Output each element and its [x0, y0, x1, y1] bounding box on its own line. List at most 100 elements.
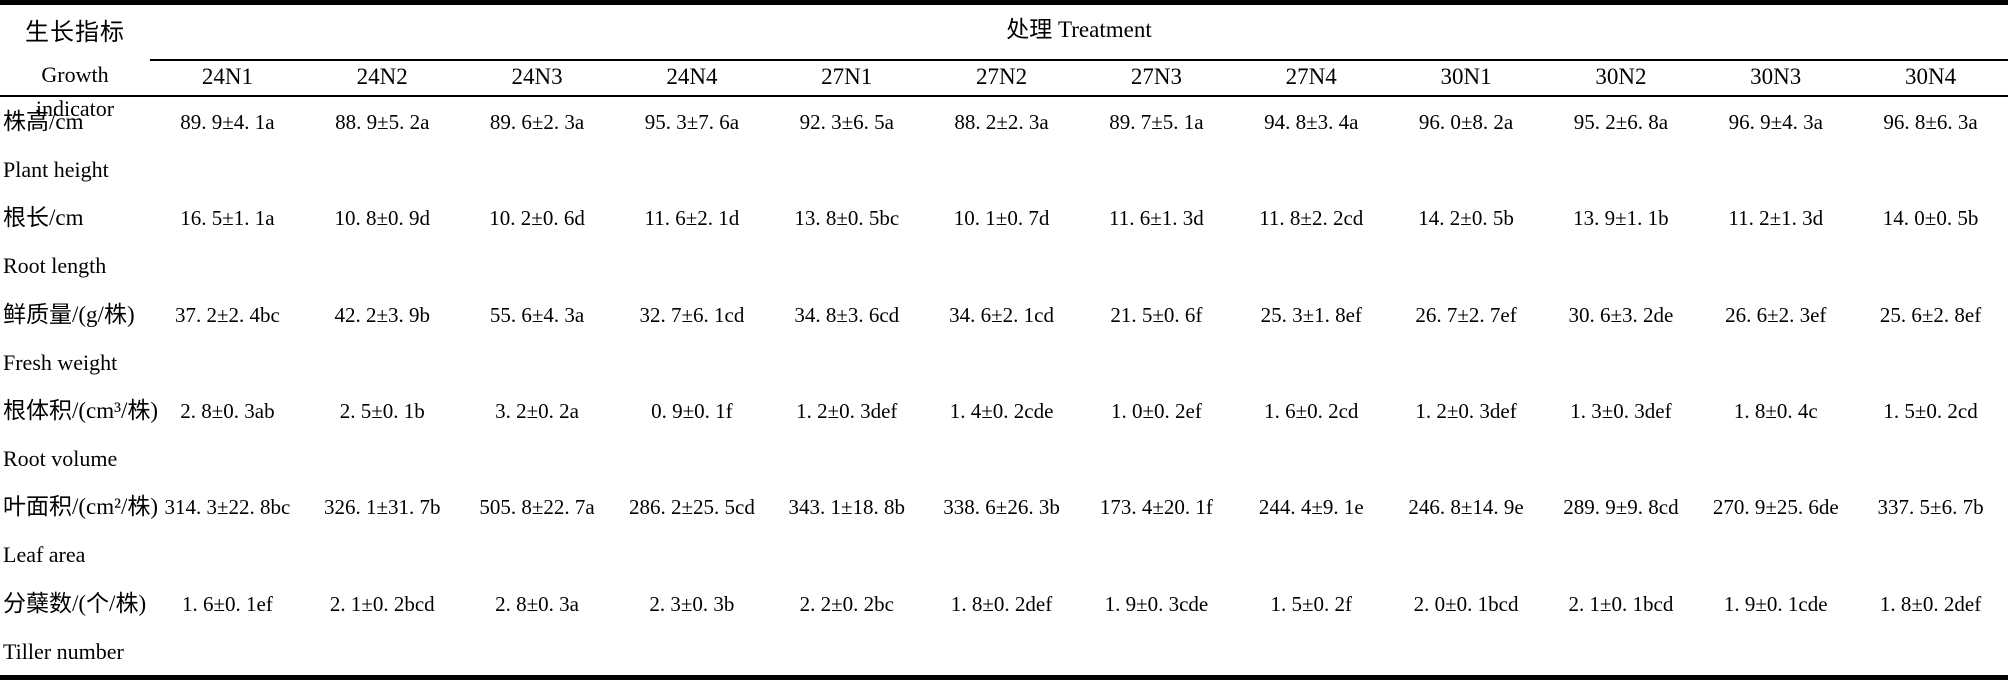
table-cell: 11. 8±2. 2cd [1259, 206, 1364, 231]
row-label-en: Plant height [3, 157, 109, 182]
table-cell: 26. 7±2. 7ef [1415, 302, 1517, 327]
table-cell: 2. 2±0. 2bc [799, 591, 894, 616]
row-label-en: Leaf area [3, 542, 86, 568]
table-header: 生长指标 处理 Treatment Growth indicator 24N1 … [0, 5, 2008, 121]
table-cell: 1. 9±0. 3cde [1104, 591, 1209, 616]
row-label: 根长/cm Root length [0, 193, 150, 289]
column-header: 24N4 [666, 64, 718, 89]
row-label: 株高/cm Plant height [0, 97, 150, 193]
row-label-zh: 株高/cm [3, 109, 84, 134]
table-cell: 10. 1±0. 7d [953, 206, 1050, 231]
table-cell: 25. 3±1. 8ef [1260, 302, 1362, 327]
table-cell: 3. 2±0. 2a [495, 398, 579, 423]
column-header: 30N2 [1595, 64, 1647, 89]
table-cell: 13. 8±0. 5bc [794, 206, 900, 231]
table-cell: 10. 8±0. 9d [334, 206, 430, 231]
indicator-header-en: Growth indicator [35, 62, 115, 121]
row-label: 分蘖数/(个/株) Tiller number [0, 579, 150, 675]
treatment-header: 处理 Treatment [150, 5, 2008, 61]
table-cell: 16. 5±1. 1a [180, 206, 275, 231]
table-cell: 26. 6±2. 3ef [1725, 302, 1827, 327]
table-cell: 314. 3±22. 8bc [164, 495, 291, 520]
table-cell: 1. 2±0. 3def [796, 398, 898, 423]
table-cell: 34. 6±2. 1cd [949, 302, 1054, 327]
header-row-columns: Growth indicator 24N1 24N2 24N3 24N4 27N… [0, 58, 2008, 121]
table-cell: 11. 6±1. 3d [1109, 206, 1204, 231]
table-cell: 14. 2±0. 5b [1418, 206, 1514, 231]
table-cell: 14. 0±0. 5b [1882, 206, 1979, 231]
table-cell: 13. 9±1. 1b [1573, 206, 1669, 231]
table-cell: 2. 0±0. 1bcd [1413, 591, 1519, 616]
table-cell: 1. 6±0. 1ef [181, 591, 273, 616]
header-row-treatment: 生长指标 处理 Treatment [0, 5, 2008, 61]
row-label-en: Fresh weight [3, 349, 118, 375]
table-cell: 96. 9±4. 3a [1728, 110, 1823, 134]
table-row: 根体积/(cm³/株) Root volume 2. 8±0. 3ab 2. 5… [0, 386, 2008, 482]
table-cell: 37. 2±2. 4bc [174, 302, 280, 327]
table-cell: 246. 8±14. 9e [1408, 495, 1524, 520]
column-header: 24N3 [511, 64, 563, 89]
column-header: 24N2 [356, 64, 408, 89]
row-label-zh: 叶面积/(cm²/株) [3, 494, 159, 520]
table-cell: 32. 7±6. 1cd [639, 302, 745, 327]
table-cell: 2. 5±0. 1b [339, 398, 425, 423]
table-cell: 2. 1±0. 2bcd [329, 591, 435, 616]
table-cell: 337. 5±6. 7b [1877, 495, 1984, 520]
indicator-header-zh: 生长指标 [25, 20, 125, 46]
table-cell: 1. 8±0. 2def [950, 591, 1053, 616]
table-cell: 10. 2±0. 6d [489, 206, 585, 231]
table-cell: 1. 3±0. 3def [1570, 398, 1672, 423]
table-cell: 89. 6±2. 3a [489, 110, 585, 134]
column-header: 27N4 [1285, 64, 1337, 89]
table-body: 株高/cm Plant height 89. 9±4. 1a 88. 9±5. … [0, 97, 2008, 675]
row-label-zh: 分蘖数/(个/株) [3, 590, 147, 616]
table-cell: 88. 9±5. 2a [335, 110, 430, 134]
row-label: 叶面积/(cm²/株) Leaf area [0, 482, 159, 578]
table-cell: 1. 5±0. 2f [1270, 591, 1352, 616]
table-row: 鲜质量/(g/株) Fresh weight 37. 2±2. 4bc 42. … [0, 290, 2008, 386]
table-cell: 25. 6±2. 8ef [1879, 302, 1982, 327]
table-cell: 11. 6±2. 1d [644, 206, 740, 231]
table-cell: 1. 0±0. 2ef [1110, 398, 1202, 423]
table-cell: 505. 8±22. 7a [479, 495, 595, 520]
table-row: 分蘖数/(个/株) Tiller number 1. 6±0. 1ef 2. 1… [0, 579, 2008, 675]
table-cell: 94. 8±3. 4a [1264, 110, 1359, 134]
column-header: 24N1 [201, 64, 253, 89]
table-cell: 92. 3±6. 5a [799, 110, 894, 134]
table-row: 株高/cm Plant height 89. 9±4. 1a 88. 9±5. … [0, 97, 2008, 193]
table-cell: 2. 8±0. 3ab [180, 398, 275, 423]
table-cell: 1. 9±0. 1cde [1723, 591, 1828, 616]
table-cell: 1. 6±0. 2cd [1264, 398, 1359, 423]
table-cell: 34. 8±3. 6cd [794, 302, 900, 327]
row-label-zh: 根体积/(cm³/株) [3, 397, 159, 423]
column-header: 27N1 [821, 64, 873, 89]
table-cell: 1. 4±0. 2cde [949, 398, 1054, 423]
table-cell: 1. 8±0. 2def [1879, 591, 1982, 616]
row-label-en: Root volume [3, 445, 118, 471]
row-label-zh: 鲜质量/(g/株) [3, 301, 135, 327]
table-row: 叶面积/(cm²/株) Leaf area 314. 3±22. 8bc 326… [0, 482, 2008, 578]
table-cell: 30. 6±3. 2de [1568, 302, 1674, 327]
table-cell: 21. 5±0. 6f [1110, 302, 1203, 327]
table-cell: 270. 9±25. 6de [1712, 495, 1839, 520]
row-label: 鲜质量/(g/株) Fresh weight [0, 290, 150, 386]
table-cell: 95. 3±7. 6a [644, 110, 740, 134]
column-header: 30N3 [1750, 64, 1802, 89]
column-header: 30N1 [1440, 64, 1492, 89]
row-label: 根体积/(cm³/株) Root volume [0, 386, 159, 482]
table-cell: 96. 8±6. 3a [1883, 110, 1978, 134]
table-cell: 55. 6±4. 3a [489, 302, 585, 327]
table-cell: 286. 2±25. 5cd [628, 495, 755, 520]
table-cell: 244. 4±9. 1e [1258, 495, 1364, 520]
table-cell: 289. 9±9. 8cd [1563, 495, 1679, 520]
table-cell: 95. 2±6. 8a [1573, 110, 1669, 134]
table-cell: 89. 9±4. 1a [180, 110, 275, 134]
table-cell: 1. 8±0. 4c [1733, 398, 1818, 423]
table-cell: 173. 4±20. 1f [1099, 495, 1213, 520]
table-row: 根长/cm Root length 16. 5±1. 1a 10. 8±0. 9… [0, 193, 2008, 289]
table-cell: 2. 3±0. 3b [649, 591, 735, 616]
table-cell: 96. 0±8. 2a [1418, 110, 1514, 134]
row-label-en: Root length [3, 253, 107, 279]
table-cell: 0. 9±0. 1f [651, 398, 733, 423]
